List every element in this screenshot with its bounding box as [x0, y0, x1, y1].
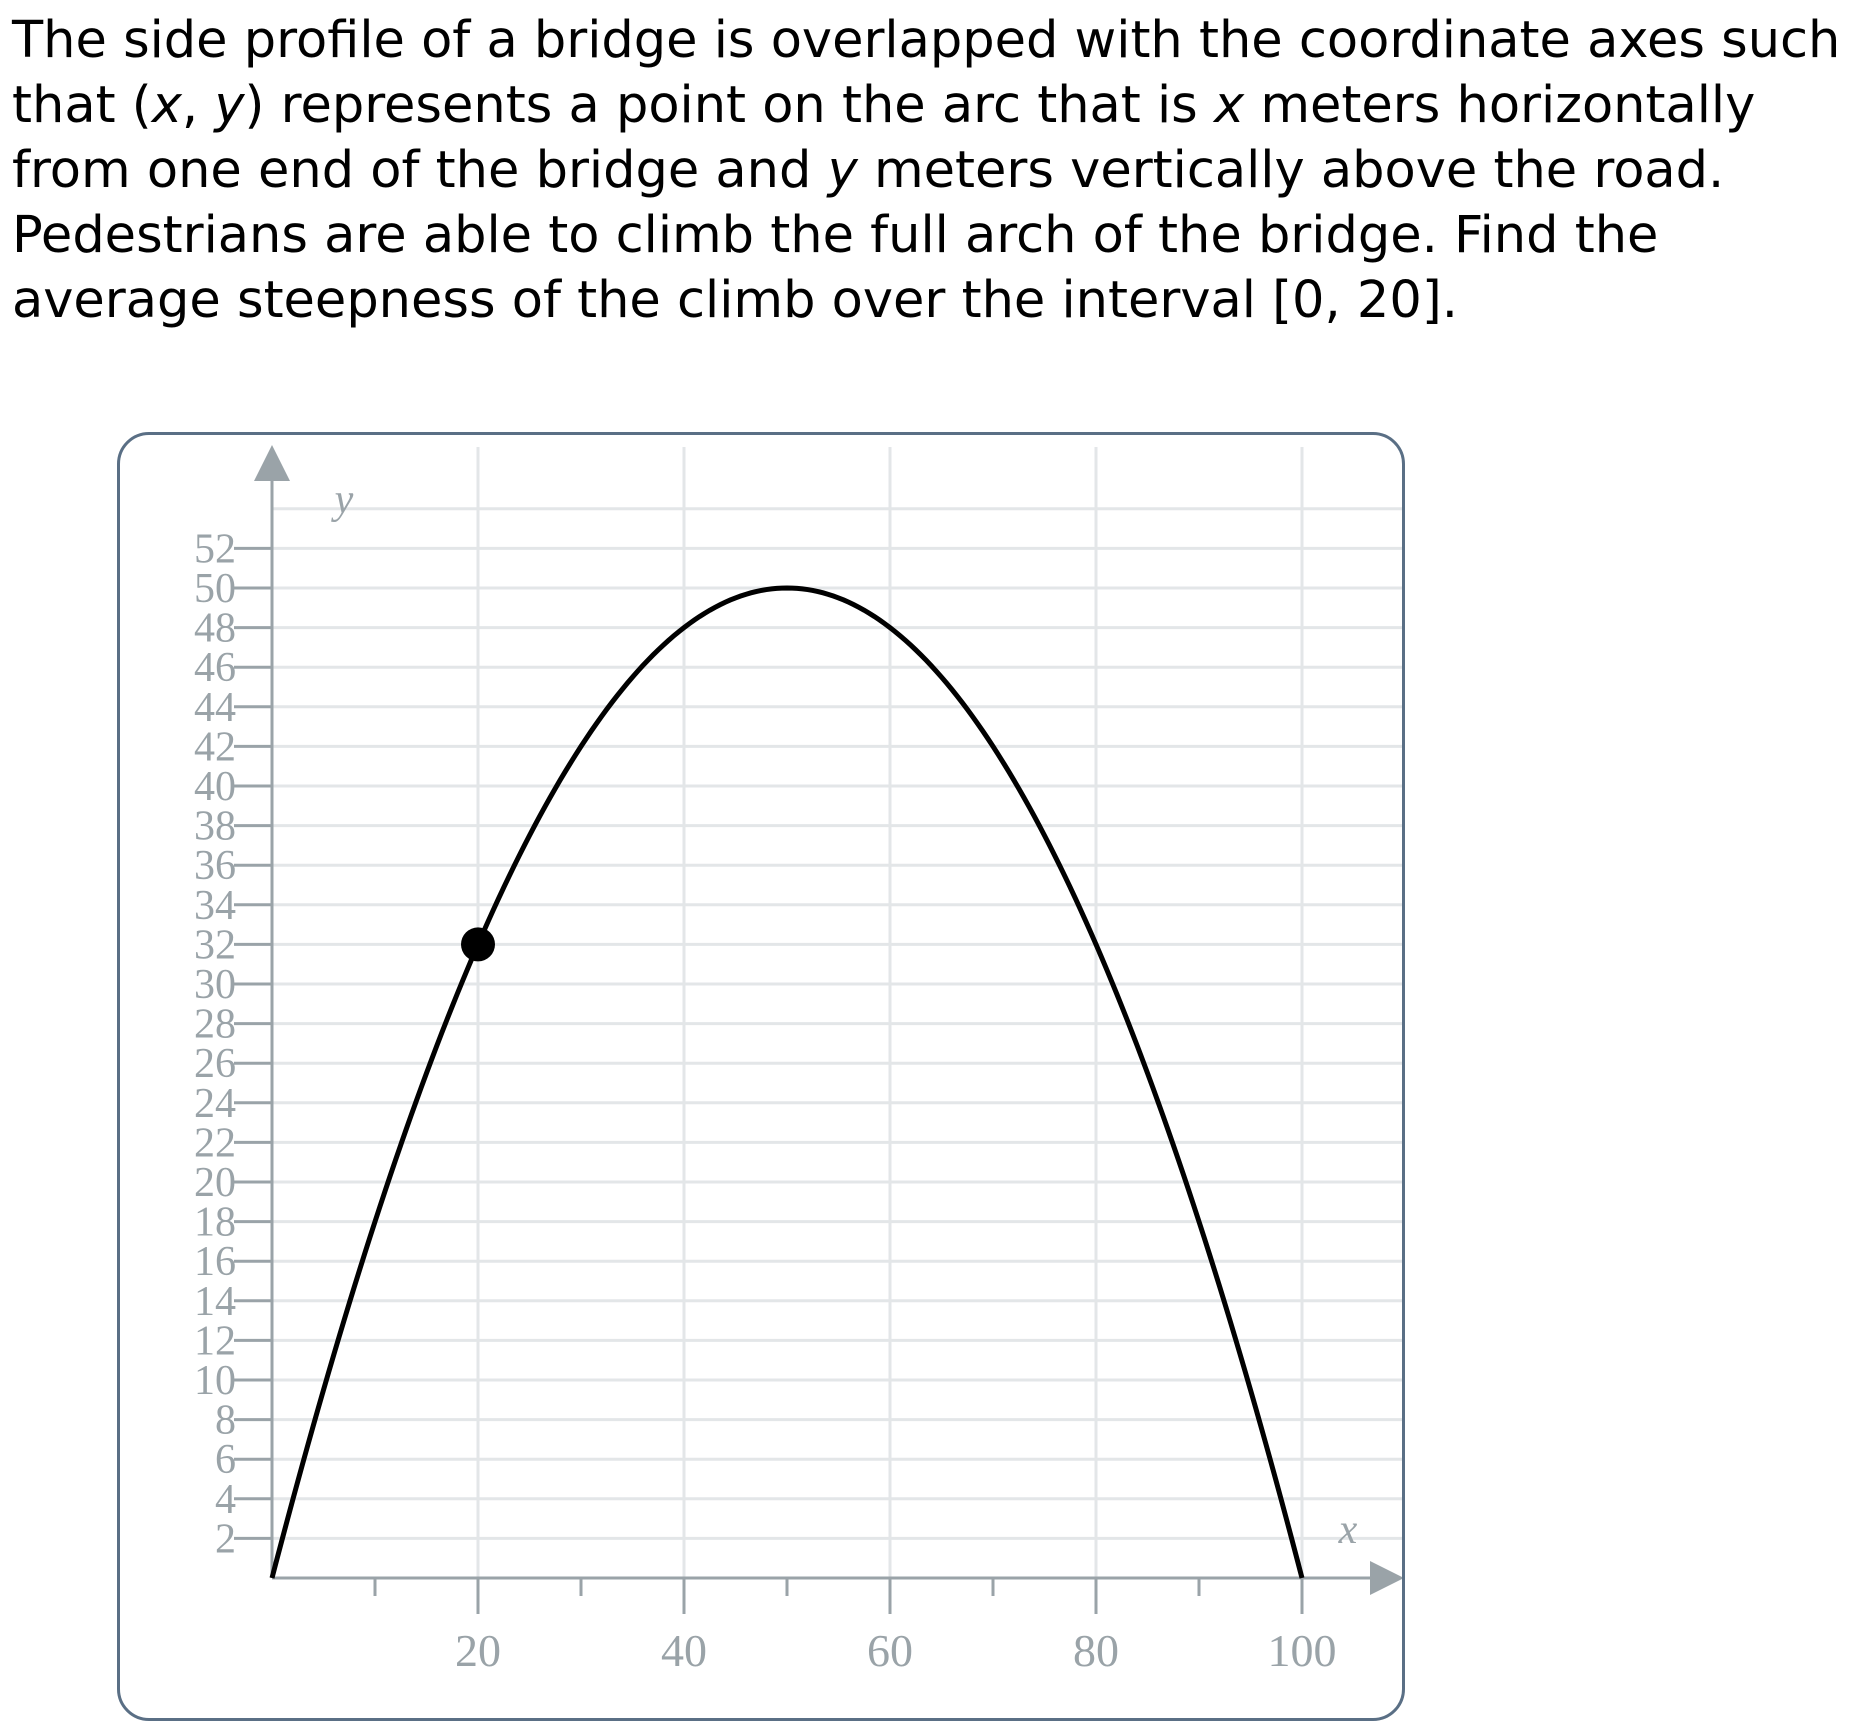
- math-var-y: y: [827, 141, 858, 200]
- y-tick-label: 46: [194, 645, 236, 691]
- x-tick-label: 20: [455, 1625, 501, 1676]
- y-tick-label: 8: [215, 1398, 236, 1444]
- y-axis-arrow: [254, 445, 290, 481]
- problem-text: The side profile of a bridge is overlapp…: [12, 8, 1857, 333]
- problem-text-segment: ) represents a point on the arc that is: [244, 76, 1214, 135]
- graph-frame: 2 4 6 8 10 12 14 16 18 20 22 24 26 28 30 32 34 36 38 40 42 44…: [117, 432, 1405, 1721]
- y-tick-label: 30: [194, 962, 236, 1008]
- problem-text-segment: meters vertically above the road.: [857, 141, 1725, 200]
- x-axis-arrow: [1370, 1561, 1402, 1595]
- y-tick-label: 48: [194, 606, 236, 652]
- y-tick-label: 20: [194, 1160, 236, 1206]
- y-tick-label: 4: [215, 1477, 236, 1523]
- y-tick-label: 12: [194, 1318, 236, 1364]
- math-var-y: y: [214, 76, 245, 135]
- y-tick-label: 18: [194, 1200, 236, 1246]
- y-tick-label: 44: [194, 685, 236, 731]
- x-tick-label: 60: [867, 1625, 913, 1676]
- bridge-arc-chart: 2468101214161820222426283032343638404244…: [194, 445, 1402, 1676]
- x-tick-label: 80: [1073, 1625, 1119, 1676]
- problem-paragraph-1: The side profile of a bridge is overlapp…: [12, 8, 1857, 203]
- y-tick-label: 50: [194, 566, 236, 612]
- y-tick-label: 34: [194, 883, 236, 929]
- y-tick-label: 42: [194, 724, 236, 770]
- y-tick-label: 28: [194, 1002, 236, 1048]
- x-axis-label: x: [1338, 1507, 1358, 1553]
- y-tick-label: 40: [194, 764, 236, 810]
- y-tick-label: 24: [194, 1081, 236, 1127]
- y-tick-label: 38: [194, 804, 236, 850]
- y-tick-label: 22: [194, 1120, 236, 1166]
- x-tick-label: 40: [661, 1625, 707, 1676]
- y-tick-label: 16: [194, 1239, 236, 1285]
- math-var-x: x: [1213, 76, 1245, 135]
- bridge-arc-curve: [269, 585, 1305, 1579]
- math-comma: ,: [181, 76, 215, 135]
- y-tick-label: 26: [194, 1041, 236, 1087]
- highlighted-point: [461, 927, 495, 962]
- y-tick-label: 14: [194, 1279, 236, 1325]
- y-axis-label: y: [331, 477, 354, 523]
- y-tick-label: 6: [215, 1437, 236, 1483]
- problem-text-segment: meters horizontally from one end of the …: [12, 76, 1756, 200]
- math-var-x: x: [151, 76, 182, 135]
- y-tick-label: 32: [194, 922, 236, 968]
- y-tick-label: 2: [215, 1516, 236, 1562]
- problem-paragraph-2: Pedestrians are able to climb the full a…: [12, 206, 1659, 330]
- y-tick-label: 52: [194, 526, 236, 572]
- problem-text-segment: The side profile of a bridge is overlapp…: [12, 11, 1841, 135]
- y-tick-label: 10: [194, 1358, 236, 1404]
- x-tick-label: 100: [1268, 1625, 1337, 1676]
- y-tick-label: 36: [194, 843, 236, 889]
